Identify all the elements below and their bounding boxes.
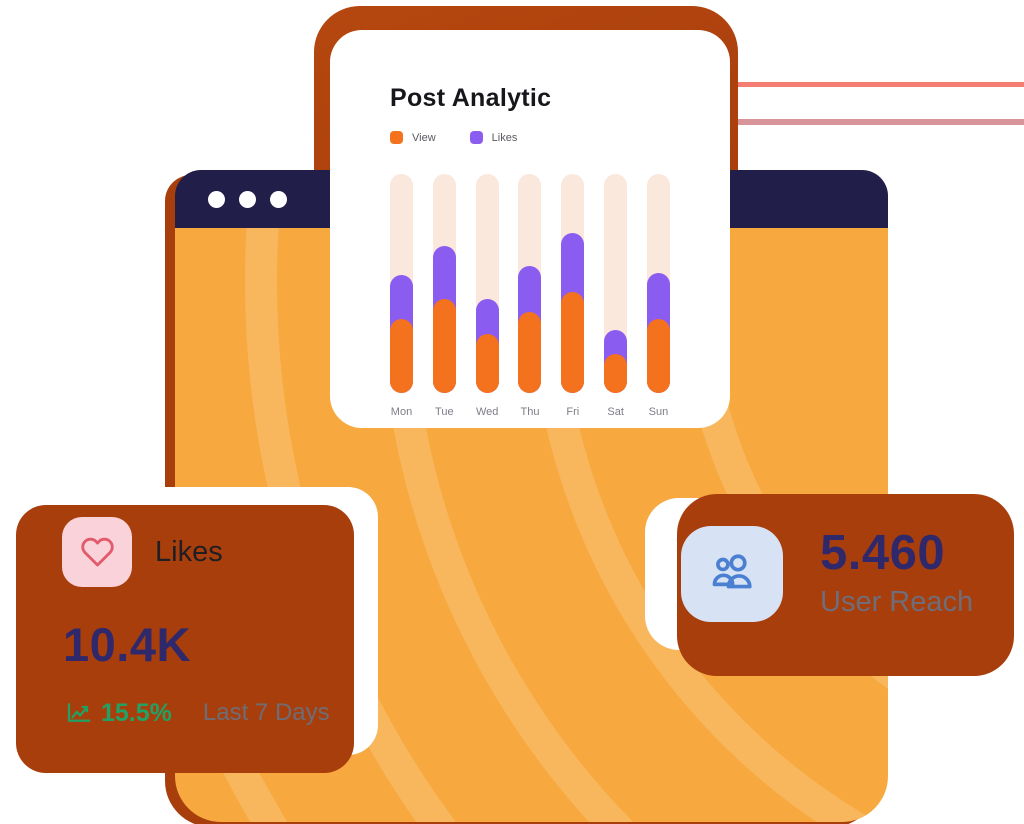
likes-card-header: Likes: [62, 517, 378, 587]
accent-stripe-bottom: [737, 119, 1024, 125]
likes-delta-value: 15.5%: [101, 698, 172, 727]
chart-column: Fri: [561, 174, 585, 418]
x-axis-label: Thu: [520, 406, 540, 418]
users-icon: [712, 554, 752, 589]
likes-delta: 15.5%: [63, 698, 172, 728]
likes-card-label: Likes: [155, 535, 223, 568]
window-dot: [270, 190, 287, 208]
bar-segment-view: [475, 333, 499, 393]
chart-column: Sat: [604, 174, 628, 418]
window-dot: [239, 190, 256, 208]
chart-column: Thu: [518, 174, 542, 418]
legend-label: View: [412, 131, 436, 144]
heart-icon-box: [62, 517, 132, 587]
x-axis-label: Mon: [390, 406, 413, 418]
x-axis-label: Wed: [475, 406, 499, 418]
card-title: Post Analytic: [390, 84, 552, 112]
x-axis-label: Sun: [648, 406, 669, 418]
user-reach-text: 5.460 User Reach: [820, 529, 973, 619]
legend-item-view: View: [390, 131, 436, 144]
heart-icon: [80, 537, 114, 567]
bar-segment-view: [561, 292, 585, 393]
x-axis-label: Fri: [566, 406, 580, 418]
users-icon-box: [681, 526, 783, 622]
chart-column: Wed: [475, 174, 499, 418]
accent-stripe-top: [737, 82, 1024, 87]
trend-up-icon: [67, 703, 91, 722]
bar-segment-view: [604, 353, 628, 393]
x-axis-label: Tue: [435, 406, 454, 418]
bar-segment-view: [390, 318, 413, 393]
likes-stat-card: Likes 10.4K 15.5% Last 7 Days: [40, 487, 378, 755]
legend-item-likes: Likes: [469, 131, 518, 144]
window-dot: [208, 190, 225, 208]
legend-swatch-view: [390, 131, 403, 144]
chart-column: Tue: [432, 174, 456, 418]
bar-segment-view: [432, 298, 456, 393]
legend-swatch-likes: [469, 131, 483, 144]
user-reach-label: User Reach: [820, 586, 974, 618]
chart-legend: View Likes: [390, 131, 730, 144]
x-axis-label: Sat: [607, 406, 624, 418]
bar-segment-view: [518, 311, 542, 393]
bar-segment-view: [646, 318, 670, 393]
legend-label: Likes: [491, 131, 518, 144]
user-reach-stat-card: 5.460 User Reach: [645, 494, 1014, 676]
user-reach-value: 5.460: [820, 526, 946, 580]
chart-column: Mon: [390, 174, 413, 418]
post-analytic-card: Post Analytic View Likes Mon Tue Wed Thu Fri…: [330, 30, 730, 428]
likes-period-label: Last 7 Days: [202, 699, 330, 726]
likes-count-value: 10.4K: [63, 618, 191, 671]
bar-chart: Mon Tue Wed Thu Fri Sat Sun: [390, 174, 670, 418]
likes-card-footer: 15.5% Last 7 Days: [63, 698, 378, 728]
chart-column: Sun: [646, 174, 670, 418]
